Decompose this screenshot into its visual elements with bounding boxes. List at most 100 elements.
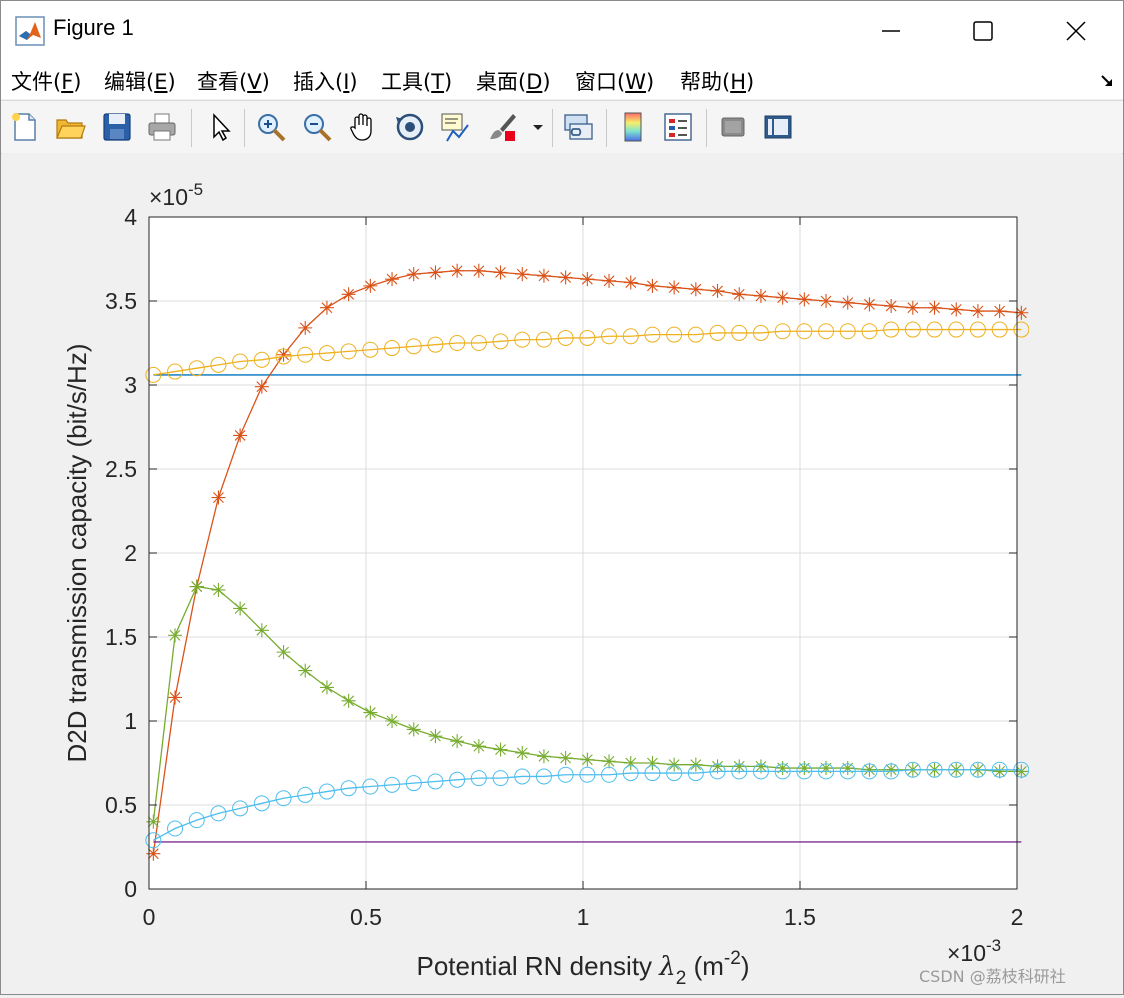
new-figure-icon[interactable] [9,111,41,143]
y-tick-label: 1.5 [105,624,137,650]
data-point [710,759,725,774]
menu-file[interactable]: 文件(F) [11,70,82,94]
save-icon[interactable] [101,111,133,143]
data-point [969,321,986,338]
title-bar[interactable]: Figure 1 [1,1,1123,61]
data-point [991,321,1008,338]
data-point [405,338,422,355]
plot-svg: 0 0.5 1 1.5 2 0 0.5 1 1.5 2 2.5 3 3.5 4 ×10-5 ×10-3 P… [62,180,1029,989]
maximize-button[interactable] [936,1,1030,61]
data-point [211,490,226,505]
legend-icon[interactable] [662,111,694,143]
data-point [687,326,704,343]
show-plot-tools-icon[interactable] [762,111,794,143]
pan-hand-icon[interactable] [347,111,379,143]
data-point [232,353,249,370]
toolbar-separator [552,109,553,147]
data-point [926,321,943,338]
data-point [298,320,313,335]
brush-dropdown-icon[interactable] [531,111,545,143]
maximize-icon [973,21,993,41]
data-point [884,299,899,314]
data-point [428,265,443,280]
data-point [623,275,638,290]
data-point [1014,764,1029,779]
zoom-out-icon[interactable] [301,111,333,143]
data-point [188,812,205,829]
figure-canvas: 0 0.5 1 1.5 2 0 0.5 1 1.5 2 2.5 3 3.5 4 ×10-5 ×10-3 P… [2,153,1122,994]
data-point [275,348,292,365]
window-title: Figure 1 [53,15,134,40]
menu-help[interactable]: 帮助(H) [680,70,755,94]
data-point [363,278,378,293]
data-point [470,335,487,351]
menu-view[interactable]: 查看(V) [197,70,270,94]
data-point [861,763,878,780]
rotate-3d-icon[interactable] [394,111,426,143]
data-point [276,645,291,660]
hide-plot-tools-icon[interactable] [717,111,749,143]
colorbar-icon[interactable] [617,111,649,143]
data-point [926,761,943,778]
data-point [992,304,1007,319]
x-tick-label: 1.5 [784,904,816,930]
data-point [644,326,661,343]
data-point [450,734,465,749]
data-point [384,776,401,793]
data-point [709,763,726,780]
data-point [1013,761,1029,778]
minimize-button[interactable] [844,1,938,61]
data-point [557,766,574,783]
data-point [884,762,899,777]
close-button[interactable] [1029,1,1123,61]
data-point [839,763,856,780]
menu-edit[interactable]: 编辑(E) [104,70,176,94]
brush-icon[interactable] [487,111,519,143]
x-exponent-label: ×10-3 [947,936,1001,966]
y-tick-label: 2 [124,540,137,566]
series-layer [145,263,1029,861]
x-tick-label: 1 [577,904,590,930]
data-point [254,379,269,394]
open-file-icon[interactable] [54,111,86,143]
data-point [732,287,747,302]
data-point [362,778,379,795]
data-point [580,752,595,767]
data-point [189,579,204,594]
data-point [687,765,704,782]
data-point [297,346,314,363]
data-point [602,273,617,288]
y-tick-label: 3.5 [105,288,137,314]
data-point [819,761,834,776]
data-point [667,280,682,295]
print-icon[interactable] [146,111,178,143]
dock-figure-icon[interactable] [1099,73,1115,89]
menu-insert[interactable]: 插入(I) [293,70,358,94]
data-point [731,763,748,780]
data-point [622,765,639,782]
x-tick-label: 2 [1011,904,1024,930]
data-point [991,761,1008,778]
data-point [667,757,682,772]
menu-window[interactable]: 窗口(W) [575,70,655,94]
data-cursor-icon[interactable] [439,111,471,143]
data-point [710,283,725,298]
data-point [579,329,596,346]
menu-tools[interactable]: 工具(T) [381,70,453,94]
menu-desktop[interactable]: 桌面(D) [476,70,551,94]
zoom-in-icon[interactable] [255,111,287,143]
data-point [470,770,487,787]
select-arrow-icon[interactable] [205,111,237,143]
data-point [622,328,639,345]
data-point [1013,321,1029,338]
link-plot-icon[interactable] [562,111,594,143]
data-point [796,323,813,340]
y-tick-label: 2.5 [105,456,137,482]
data-point [146,814,161,829]
data-point [254,623,269,638]
figure-toolbar [1,100,1123,154]
data-point [340,343,357,360]
data-point [340,780,357,797]
data-point [862,297,877,312]
